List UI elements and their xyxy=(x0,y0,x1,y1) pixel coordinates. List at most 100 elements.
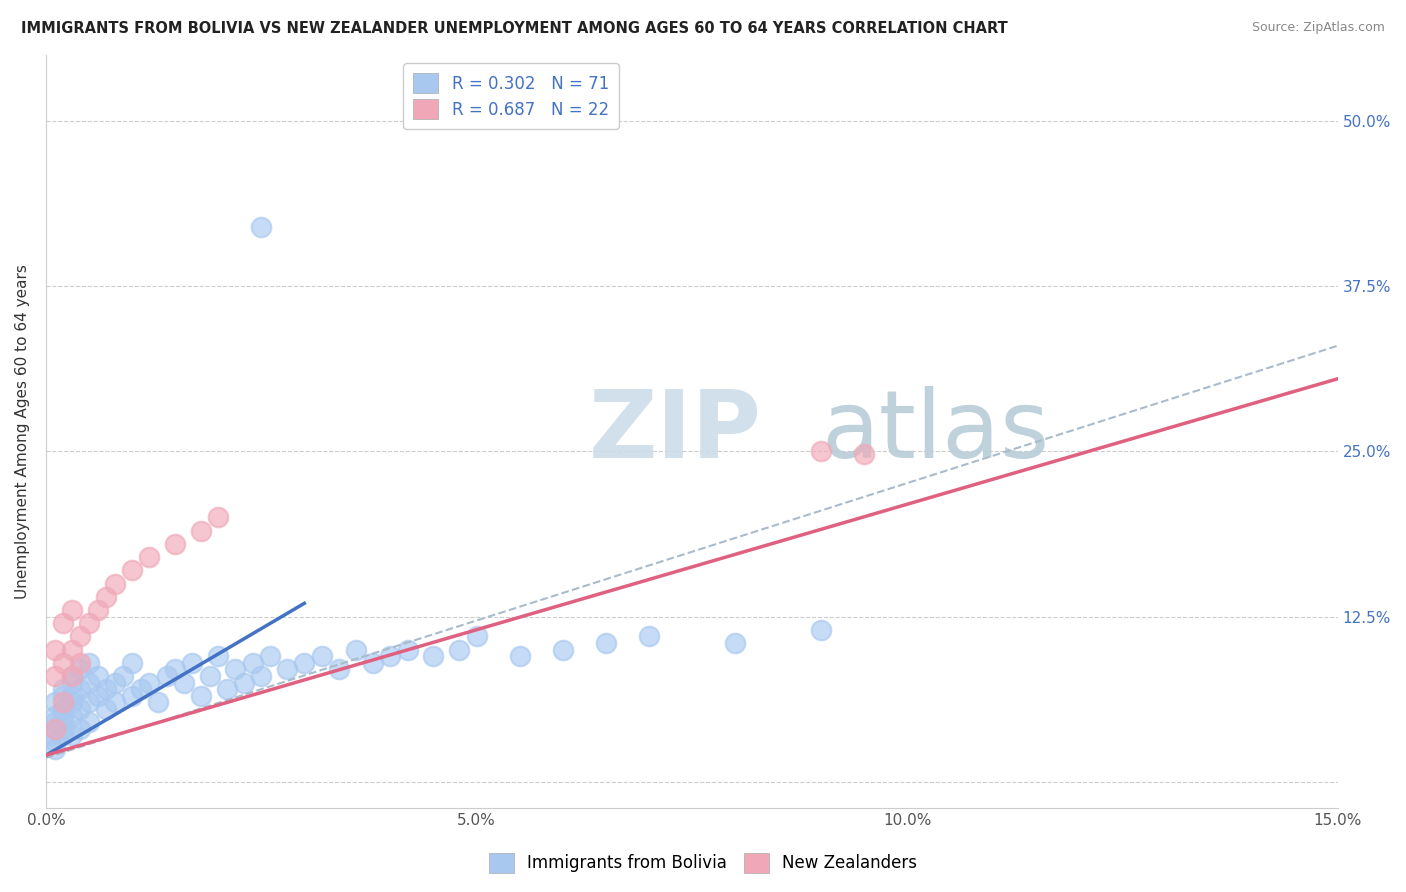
Point xyxy=(250,219,273,234)
Point xyxy=(810,623,832,637)
Point xyxy=(86,669,108,683)
Point xyxy=(165,662,187,676)
Point xyxy=(190,524,212,538)
Point xyxy=(292,656,315,670)
Point xyxy=(551,642,574,657)
Point xyxy=(190,689,212,703)
Point xyxy=(129,682,152,697)
Point xyxy=(396,642,419,657)
Point xyxy=(173,675,195,690)
Point xyxy=(207,510,229,524)
Point xyxy=(60,675,83,690)
Point xyxy=(69,702,91,716)
Point xyxy=(44,735,66,749)
Point xyxy=(242,656,264,670)
Point xyxy=(276,662,298,676)
Point xyxy=(198,669,221,683)
Point xyxy=(138,550,160,565)
Point xyxy=(60,642,83,657)
Point xyxy=(96,702,118,716)
Point xyxy=(361,656,384,670)
Point xyxy=(121,656,143,670)
Point xyxy=(60,689,83,703)
Point xyxy=(52,689,75,703)
Point xyxy=(465,629,488,643)
Y-axis label: Unemployment Among Ages 60 to 64 years: Unemployment Among Ages 60 to 64 years xyxy=(15,264,30,599)
Point xyxy=(69,662,91,676)
Point xyxy=(44,715,66,730)
Point xyxy=(422,649,444,664)
Point xyxy=(77,695,100,709)
Point xyxy=(69,682,91,697)
Point xyxy=(77,656,100,670)
Point xyxy=(52,616,75,631)
Point xyxy=(96,682,118,697)
Point xyxy=(853,447,876,461)
Point xyxy=(52,682,75,697)
Point xyxy=(60,695,83,709)
Point xyxy=(96,590,118,604)
Point xyxy=(380,649,402,664)
Point xyxy=(311,649,333,664)
Text: ZIP: ZIP xyxy=(589,385,761,477)
Point xyxy=(69,656,91,670)
Point xyxy=(60,708,83,723)
Point xyxy=(69,629,91,643)
Point xyxy=(39,728,62,742)
Text: atlas: atlas xyxy=(821,385,1049,477)
Point xyxy=(224,662,246,676)
Point xyxy=(637,629,659,643)
Point xyxy=(112,669,135,683)
Point xyxy=(328,662,350,676)
Point xyxy=(215,682,238,697)
Point xyxy=(44,722,66,736)
Point xyxy=(233,675,256,690)
Point xyxy=(138,675,160,690)
Point xyxy=(52,695,75,709)
Point xyxy=(509,649,531,664)
Point xyxy=(146,695,169,709)
Legend: Immigrants from Bolivia, New Zealanders: Immigrants from Bolivia, New Zealanders xyxy=(482,847,924,880)
Point xyxy=(60,728,83,742)
Point xyxy=(181,656,204,670)
Point xyxy=(44,669,66,683)
Point xyxy=(69,722,91,736)
Point xyxy=(52,722,75,736)
Point xyxy=(60,603,83,617)
Point xyxy=(121,689,143,703)
Point xyxy=(60,669,83,683)
Point xyxy=(52,728,75,742)
Point xyxy=(595,636,617,650)
Point xyxy=(207,649,229,664)
Text: IMMIGRANTS FROM BOLIVIA VS NEW ZEALANDER UNEMPLOYMENT AMONG AGES 60 TO 64 YEARS : IMMIGRANTS FROM BOLIVIA VS NEW ZEALANDER… xyxy=(21,21,1008,36)
Point xyxy=(121,563,143,577)
Point xyxy=(60,669,83,683)
Point xyxy=(86,603,108,617)
Legend: R = 0.302   N = 71, R = 0.687   N = 22: R = 0.302 N = 71, R = 0.687 N = 22 xyxy=(404,63,619,128)
Point xyxy=(104,576,127,591)
Point xyxy=(52,708,75,723)
Point xyxy=(52,702,75,716)
Point xyxy=(44,708,66,723)
Text: Source: ZipAtlas.com: Source: ZipAtlas.com xyxy=(1251,21,1385,34)
Point xyxy=(724,636,747,650)
Point xyxy=(155,669,177,683)
Point xyxy=(44,722,66,736)
Point xyxy=(810,444,832,458)
Point xyxy=(86,689,108,703)
Point xyxy=(165,537,187,551)
Point xyxy=(52,715,75,730)
Point xyxy=(44,695,66,709)
Point xyxy=(44,642,66,657)
Point xyxy=(250,669,273,683)
Point xyxy=(52,656,75,670)
Point xyxy=(259,649,281,664)
Point xyxy=(104,675,127,690)
Point xyxy=(44,741,66,756)
Point xyxy=(77,715,100,730)
Point xyxy=(104,695,127,709)
Point xyxy=(449,642,471,657)
Point xyxy=(77,616,100,631)
Point xyxy=(344,642,367,657)
Point xyxy=(77,675,100,690)
